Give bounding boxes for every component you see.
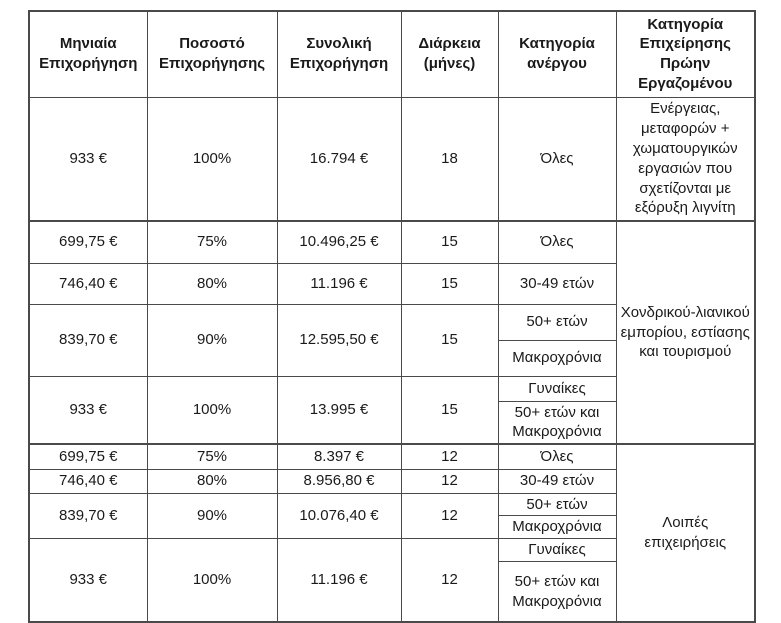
cell-duration-months: 15 bbox=[400, 303, 499, 377]
table-row: 746,40 € 80% 11.196 € 15 30-49 ετών bbox=[28, 262, 755, 305]
cell-unemployed-category: 50+ ετών και Μακροχρόνια bbox=[497, 400, 617, 445]
cell-business-category-retail-tourism: Χονδρικού-λιανικού εμπορίου, εστίασης κα… bbox=[615, 219, 756, 445]
cell-monthly-subsidy: 746,40 € bbox=[28, 262, 148, 305]
table-row: 746,40 € 80% 8.956,80 € 12 30-49 ετών bbox=[28, 468, 755, 494]
cell-monthly-subsidy: 746,40 € bbox=[28, 468, 148, 494]
cell-subsidy-percent: 75% bbox=[146, 220, 278, 264]
table-row: 699,75 € 75% 8.397 € 12 Όλες Λοιπές επιχ… bbox=[28, 443, 756, 623]
table-row: 699,75 € 75% 10.496,25 € 15 Όλες Χονδρικ… bbox=[28, 219, 756, 445]
header-total-subsidy: Συνολική Επιχορήγηση bbox=[276, 10, 402, 98]
cell-unemployed-category: Γυναίκες bbox=[497, 375, 617, 402]
header-monthly-subsidy: Μηνιαία Επιχορήγηση bbox=[28, 10, 148, 98]
table-row: 933 € 100% 16.794 € 18 Όλες Ενέργειας, μ… bbox=[28, 96, 756, 222]
table-row: 50+ ετών και Μακροχρόνια bbox=[29, 560, 755, 623]
table-row: Μακροχρόνια bbox=[29, 515, 755, 540]
cell-unemployed-category: 30-49 ετών bbox=[497, 468, 617, 494]
cell-duration-months: 12 bbox=[400, 538, 499, 623]
cell-monthly-subsidy: 933 € bbox=[28, 96, 148, 222]
cell-total-subsidy: 8.956,80 € bbox=[276, 468, 402, 494]
cell-subsidy-percent: 100% bbox=[146, 96, 278, 222]
cell-total-subsidy: 11.196 € bbox=[276, 262, 402, 305]
header-unemployed-category: Κατηγορία ανέργου bbox=[497, 10, 617, 98]
cell-monthly-subsidy: 933 € bbox=[28, 375, 148, 445]
cell-duration-months: 12 bbox=[400, 492, 499, 540]
cell-unemployed-category: 50+ ετών και Μακροχρόνια bbox=[497, 560, 617, 623]
table-row: Μακροχρόνια bbox=[29, 339, 755, 377]
cell-duration-months: 12 bbox=[400, 443, 499, 470]
cell-total-subsidy: 12.595,50 € bbox=[276, 303, 402, 377]
cell-total-subsidy: 13.995 € bbox=[276, 375, 402, 445]
cell-unemployed-category: Όλες bbox=[497, 96, 617, 222]
header-row: Μηνιαία Επιχορήγηση Ποσοστό Επιχορήγησης… bbox=[28, 10, 756, 98]
table-row: 933 € 100% 11.196 € 12 Γυναίκες bbox=[28, 538, 755, 623]
cell-duration-months: 15 bbox=[400, 220, 499, 264]
cell-total-subsidy: 11.196 € bbox=[276, 538, 402, 623]
header-business-category: Κατηγορία Επιχείρησης Πρώην Εργαζομένου bbox=[615, 10, 756, 98]
table-row: 933 € 100% 13.995 € 15 Γυναίκες bbox=[28, 375, 755, 445]
cell-unemployed-category: 50+ ετών bbox=[497, 492, 617, 517]
cell-unemployed-category: 30-49 ετών bbox=[497, 262, 617, 305]
cell-unemployed-category: Όλες bbox=[497, 443, 617, 470]
cell-subsidy-percent: 90% bbox=[146, 303, 278, 377]
header-duration-months: Διάρκεια (μήνες) bbox=[400, 10, 499, 98]
cell-unemployed-category: Μακροχρόνια bbox=[497, 339, 617, 377]
cell-total-subsidy: 8.397 € bbox=[276, 443, 402, 470]
cell-unemployed-category: 50+ ετών bbox=[497, 303, 617, 341]
cell-subsidy-percent: 80% bbox=[146, 468, 278, 494]
cell-unemployed-category: Όλες bbox=[497, 220, 617, 264]
cell-monthly-subsidy: 839,70 € bbox=[28, 492, 148, 540]
cell-subsidy-percent: 100% bbox=[146, 538, 278, 623]
header-subsidy-percent: Ποσοστό Επιχορήγησης bbox=[146, 10, 278, 98]
cell-total-subsidy: 10.496,25 € bbox=[276, 220, 402, 264]
cell-duration-months: 12 bbox=[400, 468, 499, 494]
cell-duration-months: 18 bbox=[400, 96, 499, 222]
cell-duration-months: 15 bbox=[400, 262, 499, 305]
cell-subsidy-percent: 80% bbox=[146, 262, 278, 305]
cell-monthly-subsidy: 839,70 € bbox=[28, 303, 148, 377]
cell-unemployed-category: Γυναίκες bbox=[497, 538, 617, 562]
cell-business-category-lignite: Ενέργειας, μεταφορών + χωματουργικών εργ… bbox=[615, 96, 756, 222]
cell-monthly-subsidy: 933 € bbox=[28, 538, 148, 623]
cell-total-subsidy: 16.794 € bbox=[276, 96, 402, 222]
cell-duration-months: 15 bbox=[400, 375, 499, 445]
subsidy-table: Μηνιαία Επιχορήγηση Ποσοστό Επιχορήγησης… bbox=[28, 10, 756, 623]
cell-monthly-subsidy: 699,75 € bbox=[28, 443, 148, 470]
table-row: 839,70 € 90% 12.595,50 € 15 50+ ετών bbox=[28, 303, 755, 377]
cell-subsidy-percent: 75% bbox=[146, 443, 278, 470]
cell-unemployed-category: Μακροχρόνια bbox=[497, 515, 617, 540]
cell-business-category-other: Λοιπές επιχειρήσεις bbox=[615, 443, 756, 623]
cell-total-subsidy: 10.076,40 € bbox=[276, 492, 402, 540]
table-row: 839,70 € 90% 10.076,40 € 12 50+ ετών bbox=[28, 492, 755, 540]
cell-subsidy-percent: 100% bbox=[146, 375, 278, 445]
table-row: 50+ ετών και Μακροχρόνια bbox=[29, 400, 755, 445]
cell-monthly-subsidy: 699,75 € bbox=[28, 220, 148, 264]
cell-subsidy-percent: 90% bbox=[146, 492, 278, 540]
